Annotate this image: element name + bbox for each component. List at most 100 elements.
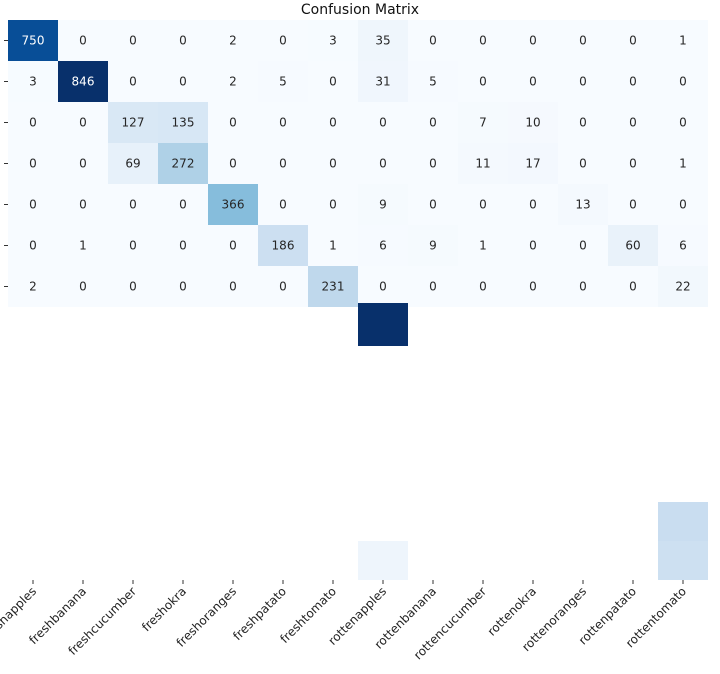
hidden-region-cell [608,502,658,541]
hidden-region-cell [558,424,608,463]
cell-value-label: 0 [129,75,137,89]
hidden-region-cell [208,385,258,424]
heatmap-cell [408,61,458,102]
hidden-region-cell [558,463,608,502]
hidden-region-cell [358,303,408,307]
heatmap-cell [658,61,708,102]
heatmap-cell [108,102,158,143]
cell-value-label: 0 [529,280,537,294]
heatmap-cell [558,61,608,102]
hidden-region-cell [8,502,58,541]
heatmap-cell [108,20,158,61]
hidden-region-cell [358,346,408,385]
hidden-region-cell [658,463,708,502]
cell-value-label: 0 [679,198,687,212]
cell-value-label: 0 [529,198,537,212]
heatmap-cell [208,20,258,61]
heatmap-cell [258,143,308,184]
heatmap-cell [208,102,258,143]
cell-value-label: 0 [29,198,37,212]
heatmap-cell [358,102,408,143]
heatmap-cell [208,225,258,266]
cell-value-label: 0 [429,157,437,171]
heatmap-cell [208,61,258,102]
hidden-region-cells [8,303,708,580]
cell-value-label: 1 [679,157,687,171]
hidden-region-cell [508,463,558,502]
hidden-region-cell [258,541,308,580]
heatmap-cell [258,20,308,61]
cell-value-label: 0 [229,239,237,253]
heatmap-cell [508,143,558,184]
hidden-region-cell [658,502,708,541]
heatmap-cell [158,143,208,184]
heatmap-cell [58,61,108,102]
hidden-region-cell [158,541,208,580]
heatmap-cell [608,61,658,102]
heatmap-cell [558,184,608,225]
hidden-region-cell [408,424,458,463]
chart-title: Confusion Matrix [301,2,419,18]
cell-value-label: 0 [479,198,487,212]
heatmap-cell [358,225,408,266]
cell-value-label: 17 [525,157,540,171]
heatmap-cell [508,266,558,307]
heatmap-cell [458,266,508,307]
hidden-region-cell [508,346,558,385]
hidden-region-cell [558,385,608,424]
heatmap-cell [208,184,258,225]
hidden-region-cell [208,502,258,541]
cell-value-label: 2 [229,34,237,48]
hidden-region-cell [358,463,408,502]
hidden-region-cell [108,541,158,580]
cell-value-label: 0 [529,34,537,48]
hidden-region-cell [308,424,358,463]
hidden-region-cell [408,307,458,346]
cell-value-label: 35 [375,34,390,48]
cell-value-label: 0 [629,198,637,212]
heatmap-cell [658,266,708,307]
heatmap-cell [58,102,108,143]
cell-value-label: 0 [479,280,487,294]
heatmap-cell [458,225,508,266]
cell-value-label: 5 [279,75,287,89]
cell-value-label: 10 [525,116,540,130]
cell-value-label: 0 [429,34,437,48]
cell-value-label: 0 [129,280,137,294]
hidden-region-cell [508,385,558,424]
cell-value-label: 3 [29,75,37,89]
heatmap-cell [8,184,58,225]
hidden-region-cell [658,385,708,424]
cell-value-label: 0 [629,157,637,171]
heatmap-cell [308,143,358,184]
cell-value-label: 0 [679,116,687,130]
cell-value-label: 0 [179,34,187,48]
cell-value-label: 7 [479,116,487,130]
hidden-region-cell [258,385,308,424]
hidden-region-cell [208,424,258,463]
heatmap-cell [658,184,708,225]
hidden-region-cell [308,307,358,346]
cell-value-label: 0 [179,75,187,89]
hidden-region-cell [208,541,258,580]
cell-value-label: 13 [575,198,590,212]
hidden-region-cell [458,463,508,502]
hidden-region-cell [558,346,608,385]
cell-value-label: 0 [579,75,587,89]
heatmap-cell [158,102,208,143]
heatmap-cell [158,225,208,266]
heatmap-cell [58,143,108,184]
heatmap-cell [58,225,108,266]
cell-value-label: 0 [579,116,587,130]
heatmap-cell [458,143,508,184]
cell-value-label: 231 [322,280,345,294]
cell-value-label: 0 [429,280,437,294]
cell-value-label: 0 [579,280,587,294]
x-tick-label: freshokra [139,584,189,634]
hidden-region-cell [658,346,708,385]
hidden-region-cell [58,502,108,541]
heatmap-cell [8,102,58,143]
hidden-region-cell [658,307,708,346]
heatmap-cell [658,225,708,266]
cell-value-label: 135 [172,116,195,130]
